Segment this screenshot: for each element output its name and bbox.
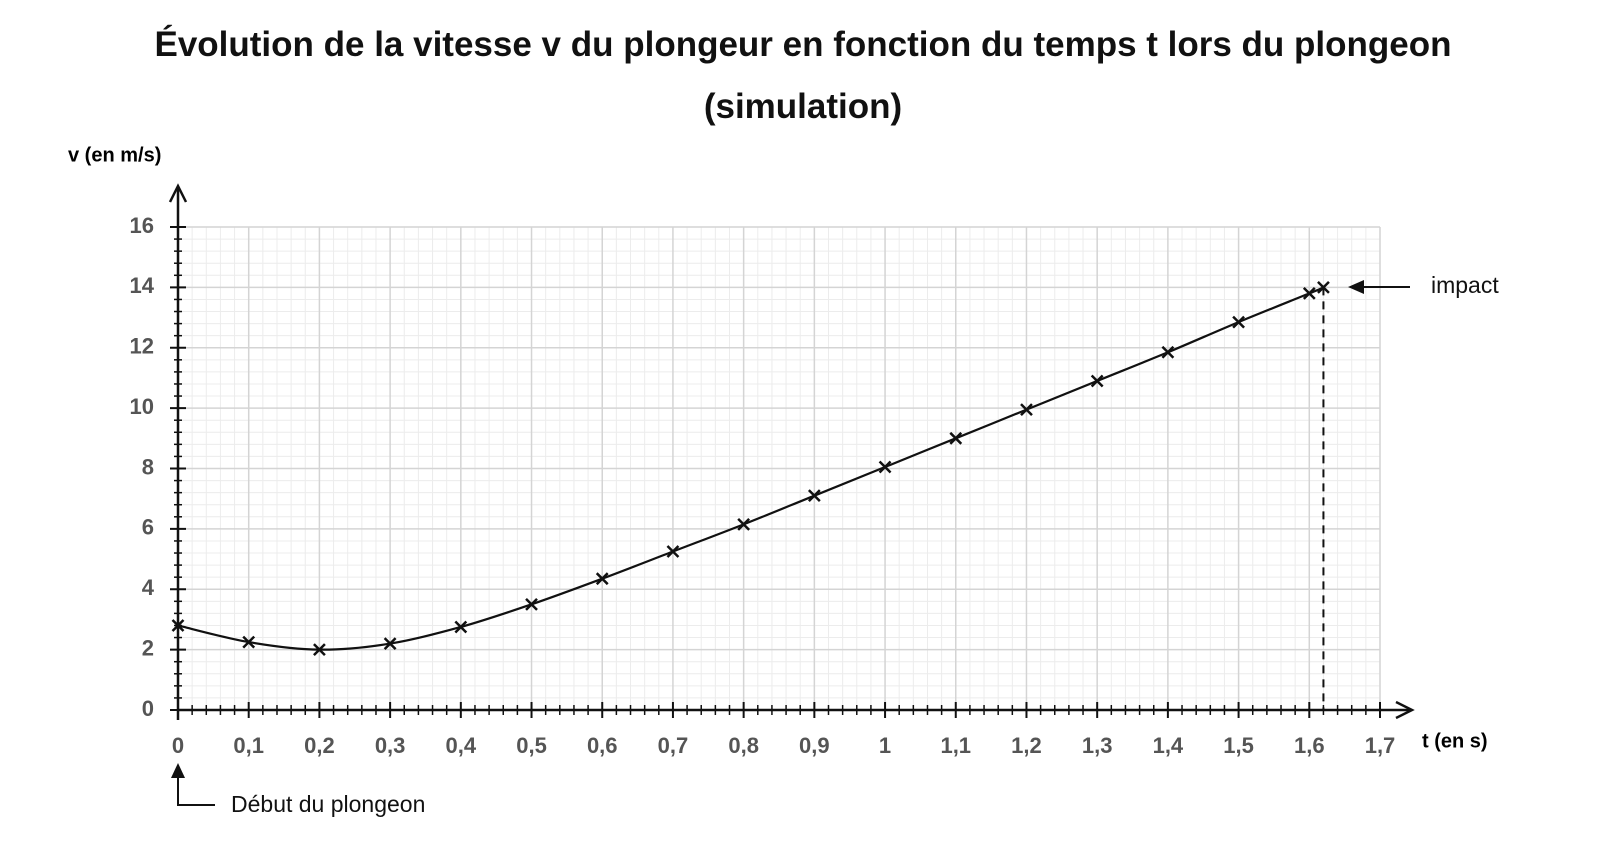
y-tick-label: 8 bbox=[142, 454, 154, 479]
start-label: Début du plongeon bbox=[231, 791, 425, 817]
data-point bbox=[313, 643, 326, 657]
minor-grid bbox=[174, 227, 1380, 715]
x-tick-label: 0,6 bbox=[587, 733, 618, 758]
x-tick-label: 1,5 bbox=[1223, 733, 1254, 758]
x-tick-label: 0 bbox=[172, 733, 184, 758]
y-tick-label: 12 bbox=[130, 334, 154, 359]
x-tick-label: 1,7 bbox=[1365, 733, 1396, 758]
x-tick-label: 1 bbox=[879, 733, 891, 758]
y-tick-label: 4 bbox=[142, 575, 155, 600]
x-tick-label: 1,3 bbox=[1082, 733, 1113, 758]
data-point bbox=[666, 545, 680, 558]
data-point bbox=[383, 637, 397, 650]
y-tick-label: 10 bbox=[130, 394, 154, 419]
data-point bbox=[525, 597, 538, 611]
data-point bbox=[1317, 280, 1330, 294]
x-tick-label: 0,4 bbox=[446, 733, 477, 758]
start-arrowhead bbox=[171, 763, 185, 778]
data-point bbox=[454, 620, 468, 634]
chart-title: Évolution de la vitesse v du plongeur en… bbox=[154, 25, 1452, 126]
data-point bbox=[1161, 345, 1175, 359]
y-tick-label: 0 bbox=[142, 696, 154, 721]
x-axis-arrow bbox=[1395, 700, 1415, 720]
start-arrow bbox=[177, 776, 215, 806]
y-tick-label: 2 bbox=[142, 635, 154, 660]
x-tick-label: 0,1 bbox=[233, 733, 264, 758]
data-point bbox=[1090, 374, 1104, 388]
x-tick-label: 1,1 bbox=[940, 733, 971, 758]
plot bbox=[171, 280, 1330, 710]
data-point bbox=[737, 517, 751, 531]
y-tick-label: 6 bbox=[142, 515, 154, 540]
data-point bbox=[1020, 403, 1033, 417]
x-tick-label: 0,2 bbox=[304, 733, 335, 758]
y-tick-label: 14 bbox=[130, 273, 155, 298]
y-axis-label: v (en m/s) bbox=[68, 144, 161, 166]
major-grid bbox=[170, 226, 1381, 718]
data-point bbox=[878, 460, 892, 474]
x-tick-label: 0,9 bbox=[799, 733, 830, 758]
x-tick-label: 0,3 bbox=[375, 733, 406, 758]
impact-label: impact bbox=[1431, 272, 1499, 298]
x-tick-label: 1,6 bbox=[1294, 733, 1325, 758]
data-point bbox=[1302, 287, 1316, 300]
x-tick-label: 1,2 bbox=[1011, 733, 1042, 758]
y-tick-label: 16 bbox=[130, 213, 154, 238]
y-axis-arrow bbox=[168, 183, 188, 203]
data-point bbox=[1232, 315, 1245, 329]
data-point bbox=[807, 489, 821, 503]
data-point bbox=[242, 635, 256, 649]
x-tick-label: 0,7 bbox=[658, 733, 689, 758]
x-tick-label: 0,5 bbox=[516, 733, 547, 758]
x-tick-label: 1,4 bbox=[1153, 733, 1184, 758]
data-point bbox=[949, 431, 963, 445]
data-point bbox=[595, 572, 609, 586]
x-axis-label: t (en s) bbox=[1422, 730, 1488, 752]
x-tick-label: 0,8 bbox=[728, 733, 759, 758]
impact-arrowhead bbox=[1348, 280, 1364, 294]
